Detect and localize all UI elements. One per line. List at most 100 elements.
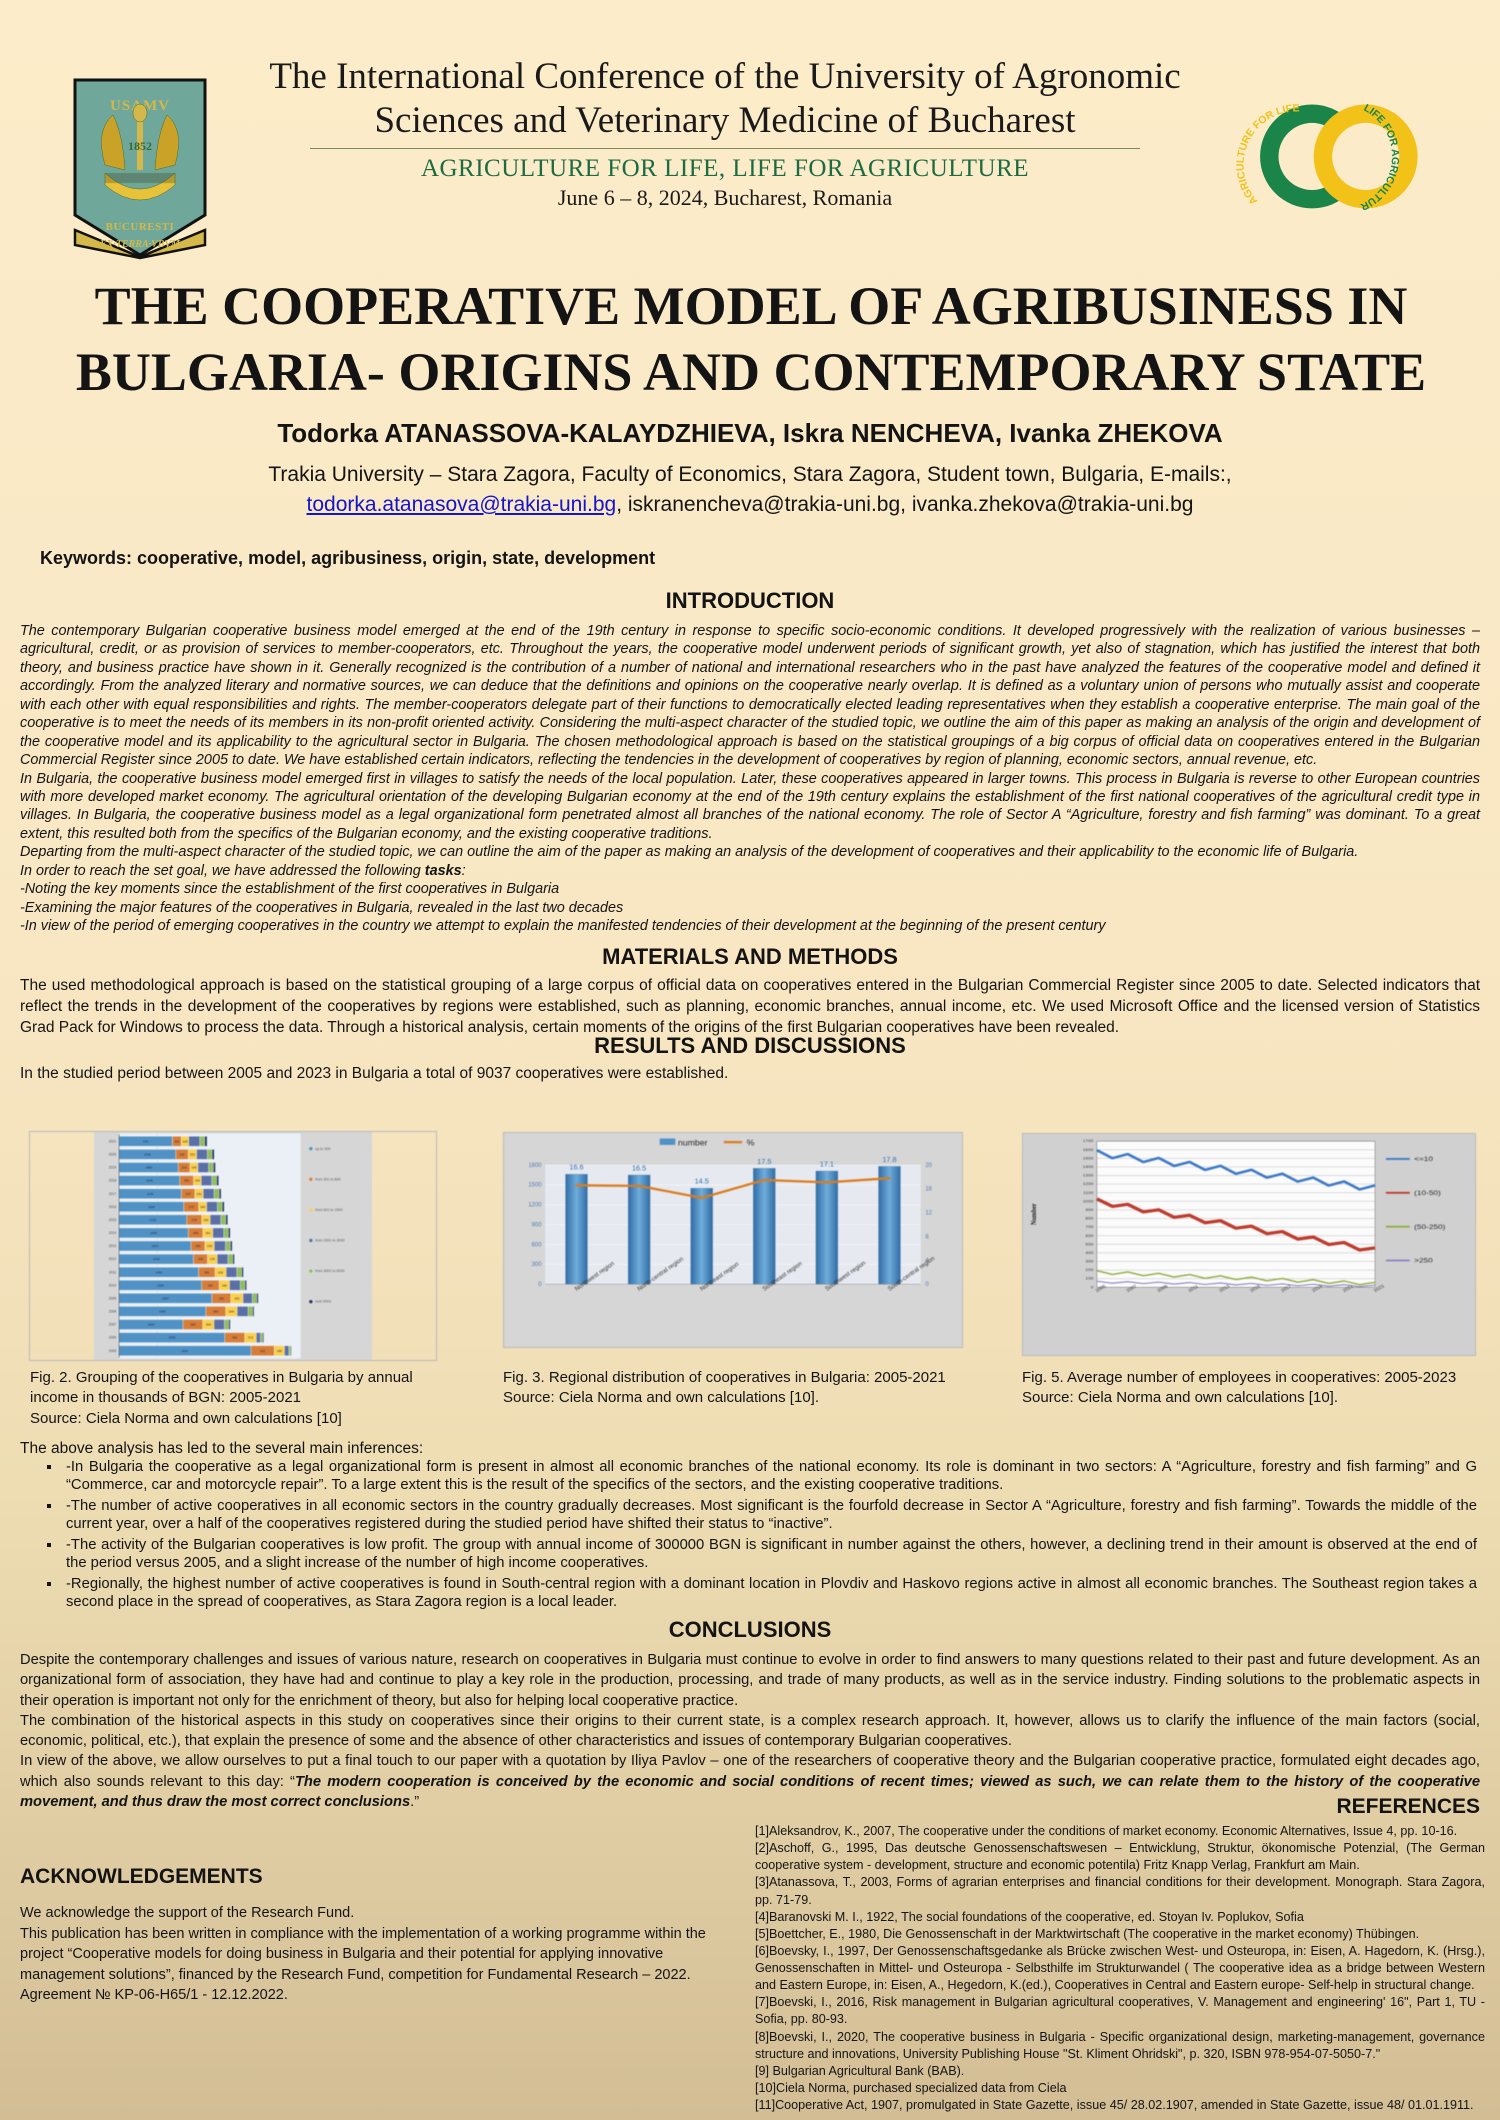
svg-text:301: 301	[204, 1270, 209, 1274]
svg-text:2010: 2010	[109, 1283, 117, 1287]
svg-text:500: 500	[1085, 1242, 1094, 1246]
svg-text:252: 252	[184, 1179, 189, 1183]
svg-text:(10-50): (10-50)	[1414, 1189, 1441, 1197]
svg-text:1400: 1400	[1083, 1164, 1094, 1168]
svg-text:1933: 1933	[169, 1336, 176, 1340]
svg-text:%: %	[747, 1137, 755, 1147]
svg-text:1360: 1360	[153, 1257, 160, 1261]
svg-text:800: 800	[1085, 1216, 1094, 1220]
svg-text:343: 343	[219, 1296, 224, 1300]
svg-text:1300: 1300	[1083, 1173, 1094, 1177]
svg-text:200: 200	[1085, 1268, 1094, 1272]
svg-text:1453: 1453	[155, 1270, 162, 1274]
svg-text:<=10: <=10	[1414, 1155, 1433, 1163]
svg-text:1697: 1697	[162, 1296, 169, 1300]
svg-text:2011: 2011	[109, 1270, 116, 1274]
svg-text:EX·TERRA·VBVM: EX·TERRA·VBVM	[99, 239, 181, 250]
svg-text:1600: 1600	[1083, 1147, 1094, 1151]
svg-text:2013: 2013	[109, 1244, 117, 1248]
svg-text:152: 152	[203, 1218, 208, 1222]
svg-text:162: 162	[174, 1139, 179, 1143]
svg-text:1140: 1140	[147, 1192, 154, 1196]
svg-text:1109: 1109	[146, 1179, 153, 1183]
svg-text:100: 100	[1085, 1276, 1094, 1280]
svg-text:1000: 1000	[1083, 1199, 1094, 1203]
svg-text:20: 20	[925, 1163, 932, 1169]
svg-text:209: 209	[229, 1310, 234, 1314]
svg-text:2018: 2018	[109, 1179, 117, 1183]
svg-text:256: 256	[198, 1257, 203, 1261]
svg-text:2008: 2008	[109, 1310, 117, 1314]
svg-text:225: 225	[234, 1296, 239, 1300]
svg-text:over 6001: over 6001	[315, 1300, 331, 1304]
svg-text:2411: 2411	[182, 1349, 189, 1353]
svg-text:2016: 2016	[109, 1205, 117, 1209]
svg-text:2006: 2006	[109, 1336, 117, 1340]
svg-text:16: 16	[925, 1187, 932, 1193]
svg-text:BUCURESTI: BUCURESTI	[106, 221, 175, 233]
svg-text:17.1: 17.1	[820, 1159, 834, 1168]
svg-text:1500: 1500	[528, 1183, 542, 1189]
svg-text:247: 247	[186, 1192, 191, 1196]
svg-text:from 601 to 1500: from 601 to 1500	[315, 1208, 342, 1212]
svg-text:270: 270	[189, 1205, 194, 1209]
svg-text:900: 900	[532, 1222, 543, 1228]
svg-text:1508: 1508	[157, 1283, 164, 1287]
svg-text:1265: 1265	[150, 1231, 157, 1235]
svg-text:from 301 to 600: from 301 to 600	[315, 1177, 340, 1181]
svg-text:1083: 1083	[145, 1166, 152, 1170]
svg-text:146: 146	[200, 1205, 205, 1209]
svg-text:1800: 1800	[528, 1163, 542, 1169]
svg-text:2009: 2009	[109, 1296, 117, 1300]
svg-text:169: 169	[207, 1244, 212, 1248]
svg-text:1184: 1184	[148, 1205, 155, 1209]
svg-text:>250: >250	[1414, 1256, 1433, 1264]
svg-text:600: 600	[532, 1242, 543, 1248]
svg-text:189: 189	[277, 1349, 282, 1353]
svg-text:360: 360	[190, 1323, 195, 1327]
svg-text:Number: Number	[1031, 1203, 1039, 1225]
svg-text:1100: 1100	[1083, 1190, 1094, 1194]
svg-text:up to 300: up to 300	[315, 1147, 330, 1151]
svg-text:14.5: 14.5	[695, 1177, 709, 1186]
svg-text:2014: 2014	[109, 1231, 117, 1235]
svg-text:300: 300	[1085, 1259, 1094, 1263]
svg-text:206: 206	[206, 1323, 211, 1327]
svg-text:213: 213	[248, 1336, 253, 1340]
svg-text:16.6: 16.6	[569, 1163, 583, 1172]
svg-text:1236: 1236	[149, 1218, 156, 1222]
svg-text:600: 600	[1085, 1233, 1094, 1237]
svg-text:2005: 2005	[109, 1349, 117, 1353]
svg-text:360: 360	[213, 1310, 218, 1314]
svg-text:255: 255	[195, 1244, 200, 1248]
svg-text:229: 229	[179, 1153, 184, 1157]
svg-text:1200: 1200	[1083, 1182, 1094, 1186]
svg-text:1035: 1035	[144, 1153, 151, 1157]
svg-text:300: 300	[532, 1262, 543, 1268]
svg-text:145: 145	[191, 1166, 196, 1170]
svg-text:140: 140	[195, 1179, 200, 1183]
svg-text:2015: 2015	[109, 1218, 117, 1222]
svg-text:1852: 1852	[128, 139, 152, 153]
svg-text:153: 153	[190, 1153, 195, 1157]
svg-text:2007: 2007	[109, 1323, 117, 1327]
svg-text:700: 700	[1085, 1225, 1094, 1229]
svg-text:176: 176	[210, 1257, 215, 1261]
svg-text:17.8: 17.8	[882, 1155, 896, 1164]
svg-text:(50-250): (50-250)	[1414, 1223, 1446, 1231]
svg-text:214: 214	[182, 1166, 187, 1170]
svg-text:976: 976	[143, 1139, 148, 1143]
svg-text:2017: 2017	[109, 1192, 117, 1196]
svg-text:2012: 2012	[109, 1257, 117, 1261]
svg-text:1200: 1200	[528, 1203, 542, 1209]
svg-text:136: 136	[182, 1139, 187, 1143]
svg-text:900: 900	[1085, 1207, 1094, 1211]
svg-text:268: 268	[193, 1231, 198, 1235]
svg-text:from 3001 to 6000: from 3001 to 6000	[315, 1269, 344, 1273]
svg-text:202: 202	[218, 1270, 223, 1274]
svg-text:400: 400	[1085, 1250, 1094, 1254]
svg-text:362: 362	[232, 1336, 237, 1340]
svg-text:1315: 1315	[152, 1244, 159, 1248]
svg-text:1500: 1500	[1083, 1156, 1094, 1160]
svg-text:1700: 1700	[1083, 1139, 1094, 1143]
